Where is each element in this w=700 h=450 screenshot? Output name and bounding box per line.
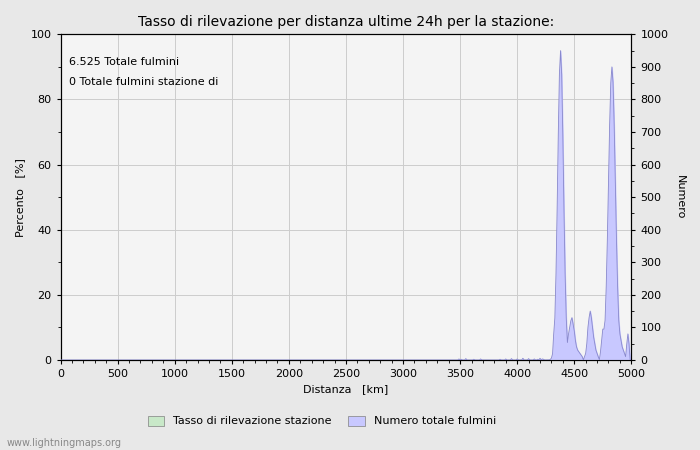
Text: 0 Totale fulmini stazione di: 0 Totale fulmini stazione di bbox=[69, 76, 218, 87]
Y-axis label: Numero: Numero bbox=[675, 175, 685, 219]
Title: Tasso di rilevazione per distanza ultime 24h per la stazione:: Tasso di rilevazione per distanza ultime… bbox=[138, 15, 554, 29]
Text: www.lightningmaps.org: www.lightningmaps.org bbox=[7, 438, 122, 448]
Legend: Tasso di rilevazione stazione, Numero totale fulmini: Tasso di rilevazione stazione, Numero to… bbox=[144, 411, 500, 431]
Text: 6.525 Totale fulmini: 6.525 Totale fulmini bbox=[69, 57, 179, 67]
X-axis label: Distanza   [km]: Distanza [km] bbox=[303, 384, 389, 395]
Y-axis label: Percento   [%]: Percento [%] bbox=[15, 158, 25, 237]
